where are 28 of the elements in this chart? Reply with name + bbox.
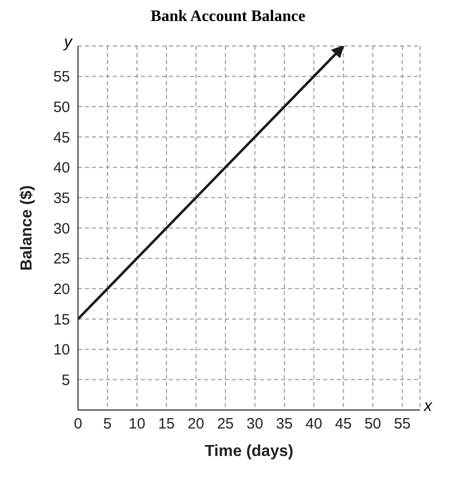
x-tick-label: 30 bbox=[246, 416, 264, 433]
x-tick-label: 35 bbox=[276, 416, 293, 433]
x-tick-label: 15 bbox=[158, 416, 175, 433]
y-tick-label: 50 bbox=[53, 98, 70, 116]
x-tick-label: 55 bbox=[394, 416, 411, 433]
y-tick-label: 10 bbox=[53, 342, 70, 359]
chart-title: Bank Account Balance bbox=[150, 8, 306, 27]
y-tick-label: 5 bbox=[62, 372, 70, 389]
x-axis-title: Time (days) bbox=[204, 443, 294, 460]
y-tick-label: 45 bbox=[53, 129, 70, 146]
text: y bbox=[64, 34, 72, 52]
y-tick-label: 40 bbox=[53, 160, 70, 177]
y-tick-label: 20 bbox=[53, 280, 70, 298]
x-tick-label: 40 bbox=[306, 416, 322, 433]
x-tick-label: 50 bbox=[364, 416, 382, 433]
y-tick-label: 30 bbox=[53, 220, 70, 238]
y-tick-label: 25 bbox=[53, 250, 70, 268]
x-tick-label: 20 bbox=[188, 416, 204, 433]
text: x bbox=[424, 398, 432, 416]
x-tick-label: 45 bbox=[335, 416, 352, 433]
y-tick-label: 55 bbox=[53, 68, 70, 86]
y-axis-title: Balance ($) bbox=[18, 185, 36, 271]
x-tick-label: 0 bbox=[74, 416, 82, 433]
y-tick-label: 35 bbox=[53, 190, 70, 207]
y-tick-label: 15 bbox=[53, 311, 70, 328]
x-tick-label: 5 bbox=[103, 416, 112, 433]
x-tick-label: 25 bbox=[217, 416, 234, 433]
x-tick-label: 10 bbox=[128, 416, 146, 433]
